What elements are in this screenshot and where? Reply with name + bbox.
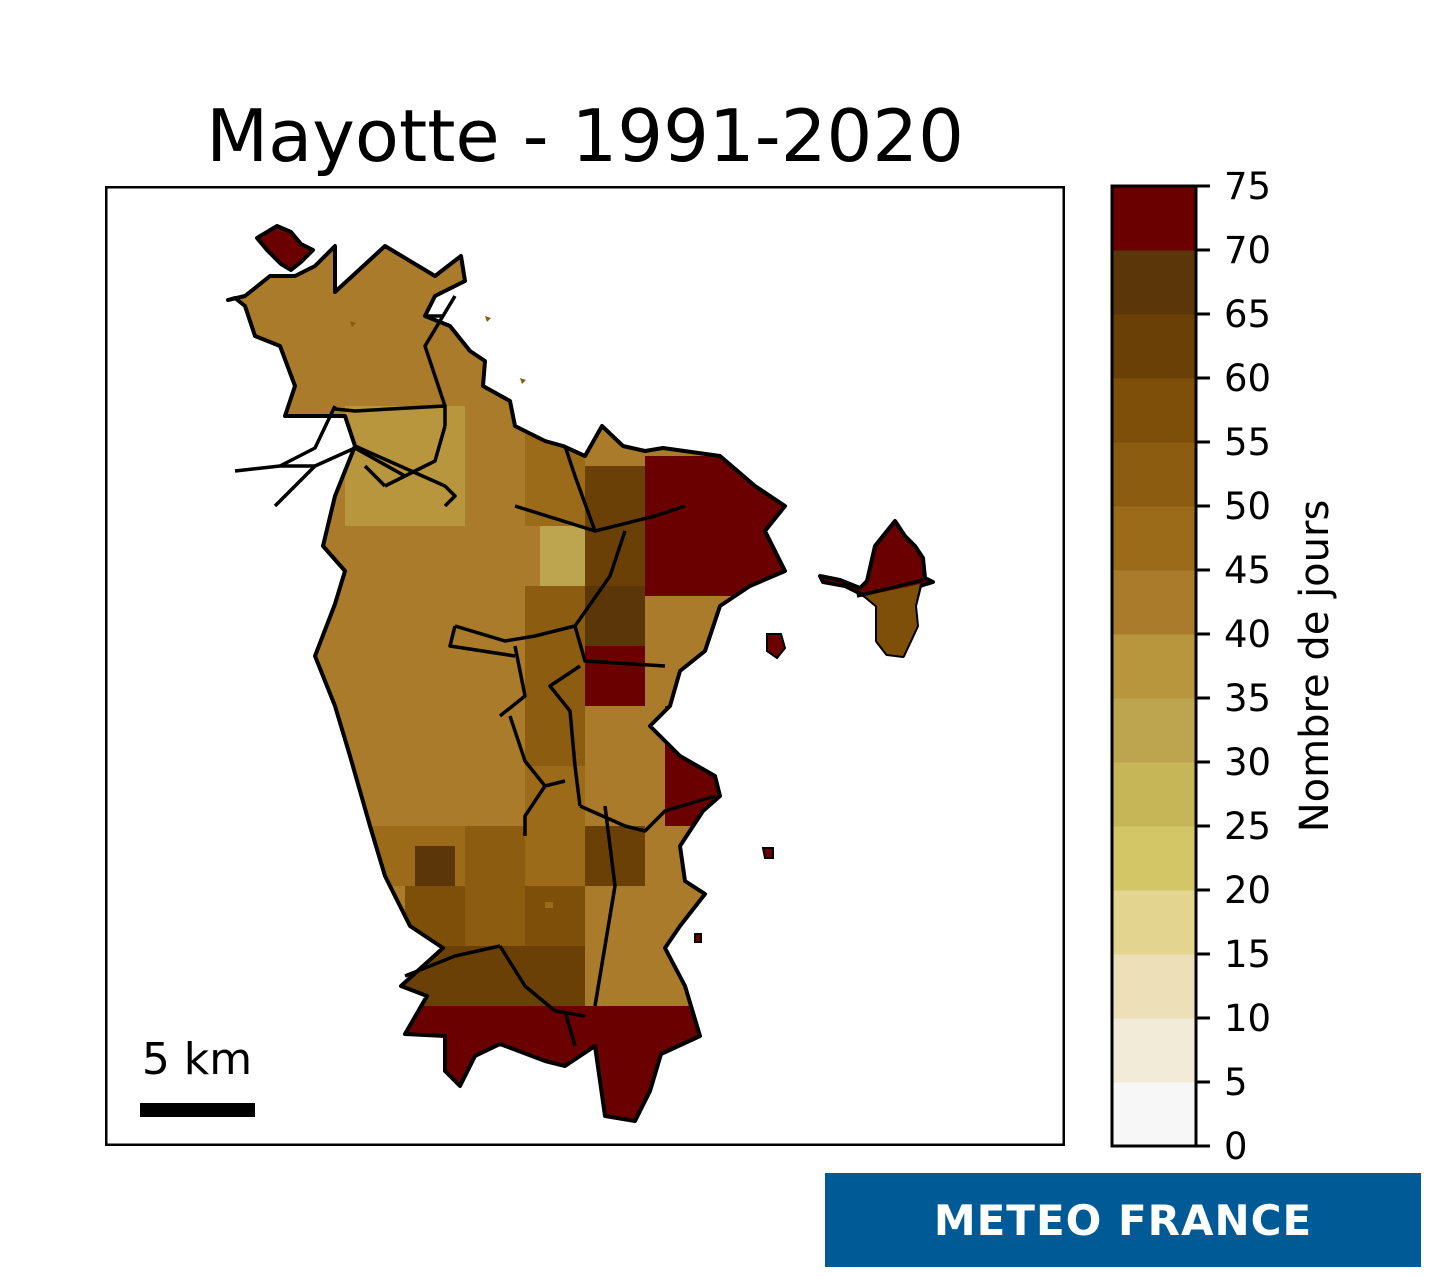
colorbar-segments [1112,186,1196,1147]
colorbar-border [1110,184,1198,1148]
colorbar-tick-label: 35 [1224,677,1271,720]
colorbar-segment [1112,954,1196,1019]
colorbar-tick-label: 65 [1224,293,1271,336]
colorbar-tick-label: 5 [1224,1061,1248,1104]
colorbar-segment [1112,378,1196,443]
petite-terre [818,519,935,658]
colorbar: 0 5 10 15 20 25 30 35 40 45 50 55 60 65 70 75 Nombre de… [1110,170,1338,1168]
colorbar-tick-label: 55 [1224,421,1271,464]
colorbar-segment [1112,250,1196,315]
colorbar-label: Nombre de jours [1292,500,1338,833]
colorbar-segment [1112,1082,1196,1147]
colorbar-segment [1112,762,1196,827]
map-frame: 5 km [105,186,1065,1146]
colorbar-tick-label: 30 [1224,741,1271,784]
colorbar-tick-label: 15 [1224,933,1271,976]
colorbar-segment [1112,442,1196,507]
colorbar-tick-label: 75 [1224,170,1271,208]
colorbar-tick-label: 70 [1224,229,1271,272]
colorbar-ticks: 0 5 10 15 20 25 30 35 40 45 50 55 60 65 70 75 [1196,170,1271,1168]
colorbar-tick-label: 20 [1224,869,1271,912]
small-islets [350,316,787,943]
meteo-france-logo: METEO FRANCE [825,1173,1421,1267]
map-border [105,186,1065,1146]
colorbar-tick-label: 10 [1224,997,1271,1040]
colorbar-segment [1112,698,1196,763]
colorbar-tick-label: 60 [1224,357,1271,400]
colorbar-segment [1112,506,1196,571]
colorbar-tick-label: 25 [1224,805,1271,848]
colorbar-tick-label: 0 [1224,1125,1248,1168]
colorbar-segment [1112,570,1196,635]
colorbar-segment [1112,314,1196,379]
colorbar-segment [1112,186,1196,251]
colorbar-segment [1112,826,1196,891]
colorbar-tick-label: 50 [1224,485,1271,528]
scale-label: 5 km [142,1034,252,1085]
colorbar-segment [1112,890,1196,955]
brand-text: METEO FRANCE [933,1195,1313,1245]
northern-islet [255,224,315,272]
scale-bar [140,1103,255,1117]
map-title: Mayotte - 1991-2020 [206,94,964,178]
commune-boundaries [234,295,716,1047]
colorbar-segment [1112,634,1196,699]
colorbar-segment [1112,1018,1196,1083]
colorbar-tick-label: 45 [1224,549,1271,592]
colorbar-tick-label: 40 [1224,613,1271,656]
